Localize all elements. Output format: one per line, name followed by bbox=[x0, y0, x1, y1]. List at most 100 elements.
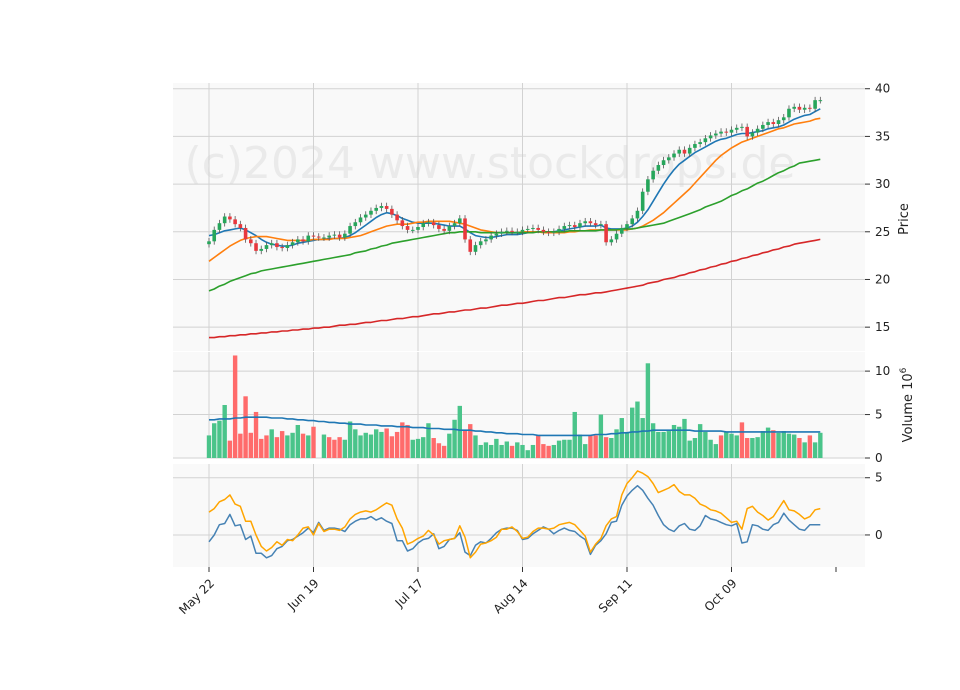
candle-body bbox=[369, 210, 373, 215]
candle-body bbox=[541, 229, 546, 232]
candle-body bbox=[405, 226, 410, 230]
candle-body bbox=[505, 230, 509, 232]
volume-bar bbox=[389, 436, 395, 458]
volume-bar bbox=[285, 435, 290, 458]
volume-bar bbox=[368, 434, 374, 458]
candle-body bbox=[426, 222, 431, 224]
volume-panel bbox=[206, 355, 823, 458]
volume-bar bbox=[624, 431, 630, 458]
volume-bar bbox=[744, 438, 750, 458]
candle-body bbox=[536, 227, 540, 230]
volume-bar bbox=[326, 437, 332, 458]
volume-bar bbox=[504, 441, 510, 458]
volume-bar bbox=[488, 444, 494, 458]
candle-body bbox=[552, 231, 556, 233]
volume-bar bbox=[311, 426, 316, 458]
candle-body bbox=[269, 243, 274, 246]
candle-body bbox=[792, 106, 796, 109]
volume-bar bbox=[426, 423, 431, 458]
volume-bar bbox=[363, 432, 368, 458]
volume-bar bbox=[797, 438, 802, 458]
volume-bar bbox=[400, 422, 405, 458]
candle-body bbox=[306, 235, 311, 242]
candle-body bbox=[238, 224, 243, 228]
volume-bar bbox=[243, 396, 248, 458]
candle-body bbox=[301, 239, 305, 242]
candle-body bbox=[222, 216, 227, 224]
candle-body bbox=[781, 117, 786, 121]
price-ma-line-4 bbox=[209, 238, 821, 339]
candle-body bbox=[599, 224, 603, 226]
candle-body bbox=[280, 247, 284, 249]
candle-body bbox=[531, 227, 535, 229]
candle-body bbox=[745, 126, 749, 137]
candle-body bbox=[484, 239, 488, 242]
candle-body bbox=[808, 107, 812, 109]
candle-body bbox=[588, 221, 593, 224]
volume-bar bbox=[577, 434, 583, 458]
candle-body bbox=[520, 229, 525, 232]
volume-bar bbox=[415, 438, 421, 458]
candle-body bbox=[285, 245, 290, 248]
volume-bar bbox=[593, 435, 598, 458]
candle-body bbox=[771, 122, 776, 125]
volume-bar bbox=[431, 438, 436, 458]
volume-bar bbox=[640, 418, 645, 458]
candle-body bbox=[217, 223, 222, 230]
candle-body bbox=[207, 241, 211, 245]
candle-body bbox=[766, 122, 770, 125]
candle-body bbox=[677, 149, 682, 154]
candle-body bbox=[719, 131, 723, 134]
volume-bar bbox=[812, 442, 818, 458]
x-tick-label: May 22 bbox=[176, 576, 217, 617]
volume-bar bbox=[603, 437, 609, 458]
volume-bar bbox=[713, 444, 719, 458]
candle-body bbox=[233, 219, 237, 225]
candle-body bbox=[458, 218, 462, 224]
candle-body bbox=[499, 231, 504, 234]
volume-bar bbox=[509, 445, 515, 458]
candle-body bbox=[635, 210, 640, 219]
volume-bar bbox=[321, 434, 327, 458]
candle-body bbox=[609, 239, 614, 243]
volume-bar bbox=[567, 439, 572, 458]
volume-bar bbox=[583, 444, 588, 458]
volume-bar bbox=[248, 432, 253, 458]
candle-body bbox=[630, 218, 635, 225]
candle-body bbox=[447, 226, 452, 231]
volume-bar bbox=[750, 438, 755, 458]
volume-bar bbox=[206, 435, 212, 458]
candle-body bbox=[813, 100, 817, 109]
volume-bar bbox=[781, 431, 786, 458]
volume-bar bbox=[337, 437, 342, 458]
x-tick-label: Sep 11 bbox=[596, 576, 635, 615]
candle-body bbox=[358, 217, 363, 223]
volume-bar bbox=[692, 438, 698, 458]
candle-body bbox=[567, 225, 572, 227]
volume-bar bbox=[374, 429, 379, 458]
candle-body bbox=[390, 208, 394, 215]
volume-bar bbox=[682, 418, 687, 458]
volume-bar bbox=[515, 442, 520, 458]
oscillator-panel bbox=[208, 470, 821, 559]
candle-body bbox=[296, 239, 300, 243]
candle-body bbox=[243, 227, 248, 240]
price-y-tick-label: 20 bbox=[875, 272, 890, 286]
volume-bar bbox=[609, 438, 614, 458]
candle-body bbox=[452, 223, 457, 227]
candle-body bbox=[787, 108, 791, 118]
volume-y-tick-label: 0 bbox=[875, 451, 883, 465]
volume-bar bbox=[614, 429, 619, 458]
volume-bar bbox=[462, 430, 468, 458]
candle-body bbox=[395, 214, 399, 221]
candle-body bbox=[714, 133, 718, 136]
candle-body bbox=[494, 233, 499, 236]
volume-bar bbox=[274, 437, 280, 458]
candle-body bbox=[708, 135, 713, 139]
candle-body bbox=[348, 226, 352, 234]
volume-bar bbox=[818, 432, 823, 458]
volume-bar bbox=[332, 439, 337, 458]
volume-bar bbox=[306, 435, 311, 458]
candle-body bbox=[546, 231, 551, 233]
